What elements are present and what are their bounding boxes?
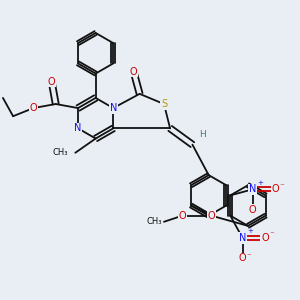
Text: O: O bbox=[30, 103, 37, 113]
Text: O: O bbox=[239, 253, 246, 263]
Text: ⁻: ⁻ bbox=[279, 182, 284, 191]
Text: O: O bbox=[48, 77, 56, 87]
Text: O: O bbox=[208, 211, 215, 221]
Text: O: O bbox=[271, 184, 279, 194]
Text: ⁻: ⁻ bbox=[247, 252, 251, 261]
Text: O: O bbox=[249, 205, 256, 214]
Text: N: N bbox=[239, 233, 246, 243]
Text: O: O bbox=[130, 67, 137, 76]
Text: O: O bbox=[261, 233, 269, 243]
Text: CH₃: CH₃ bbox=[52, 148, 68, 157]
Text: +: + bbox=[257, 180, 263, 186]
Text: CH₃: CH₃ bbox=[146, 217, 162, 226]
Text: O: O bbox=[178, 211, 186, 221]
Text: N: N bbox=[74, 123, 82, 134]
Text: ⁻: ⁻ bbox=[269, 230, 274, 239]
Text: H: H bbox=[199, 130, 206, 139]
Text: N: N bbox=[249, 184, 256, 194]
Text: +: + bbox=[247, 229, 253, 235]
Text: S: S bbox=[161, 99, 167, 109]
Text: N: N bbox=[110, 103, 117, 113]
